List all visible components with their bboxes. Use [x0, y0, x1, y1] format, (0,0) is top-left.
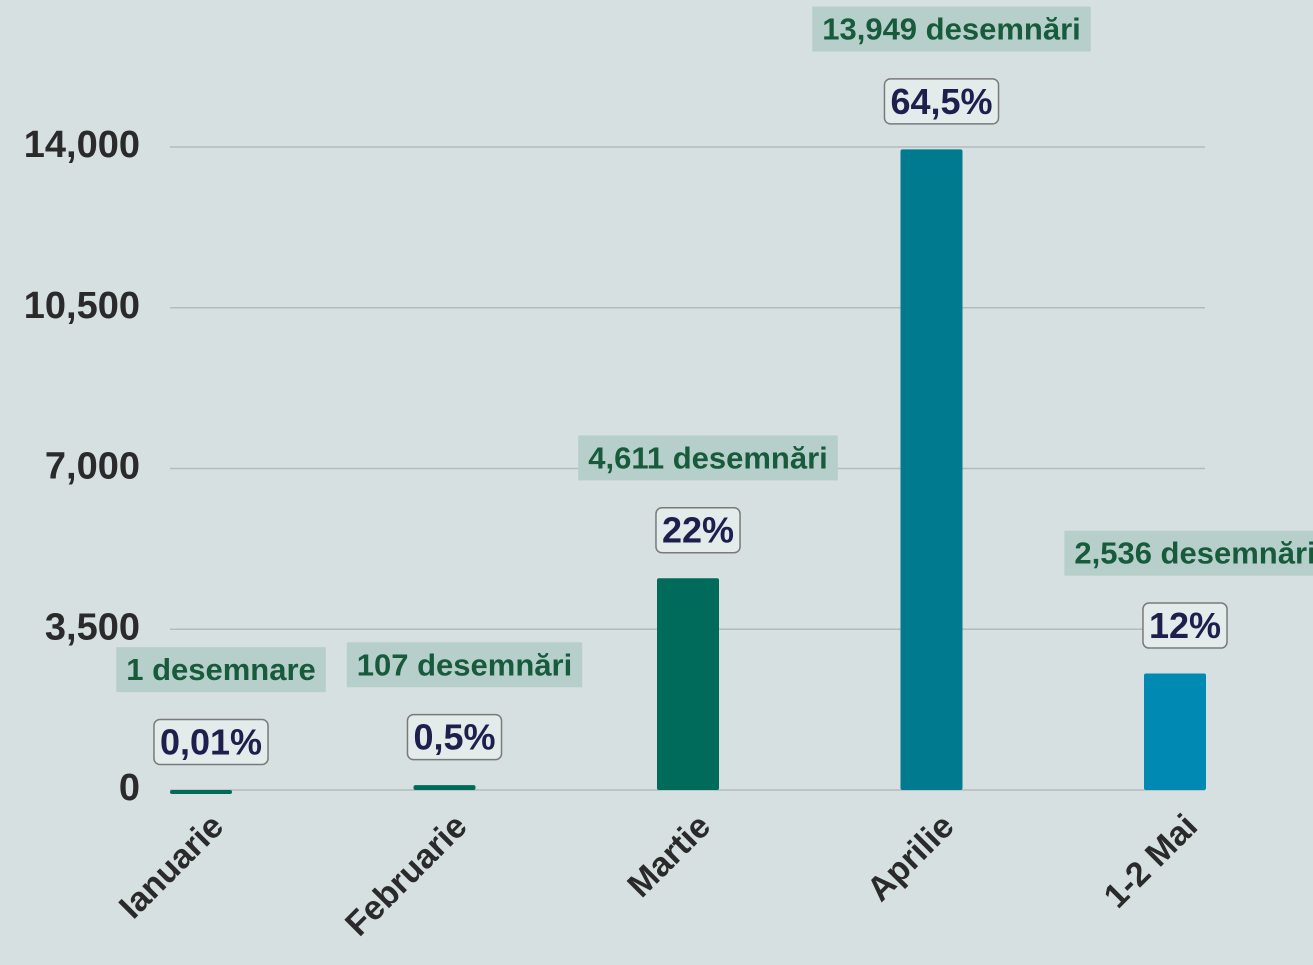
value-label-box [812, 6, 1091, 52]
share-label: 22% [662, 510, 734, 551]
x-tick-label: 1-2 Mai [1097, 807, 1205, 915]
x-tick-label: Martie [620, 807, 718, 905]
value-label: 1 desemnare [126, 652, 316, 687]
value-label: 2,536 desemnări [1074, 536, 1313, 571]
value-label-group: 13,949 desemnări [812, 6, 1091, 52]
y-tick-label: 7,000 [45, 446, 140, 488]
value-label: 13,949 desemnări [822, 12, 1081, 47]
x-tick-label: Aprilie [860, 807, 962, 909]
bar [413, 785, 476, 790]
value-label-group: 1 desemnare [116, 647, 326, 693]
share-label-group: 12% [1142, 602, 1228, 649]
share-label-group: 0,01% [153, 718, 269, 766]
value-label: 4,611 desemnări [588, 440, 828, 475]
value-label: 107 desemnări [357, 647, 572, 682]
bar [657, 578, 719, 790]
bar [900, 149, 963, 791]
y-tick-label: 3,500 [45, 606, 140, 648]
share-label-box [655, 506, 741, 554]
share-label-group: 64,5% [883, 78, 1000, 125]
share-label-box [153, 718, 269, 766]
y-tick-label: 10,500 [24, 285, 140, 327]
share-label-box [1142, 602, 1228, 649]
value-label-box [116, 647, 326, 693]
value-label-group: 107 desemnări [346, 642, 583, 688]
share-label-group: 0,5% [406, 713, 503, 761]
value-label-group: 4,611 desemnări [578, 435, 838, 481]
value-label-group: 2,536 desemnări [1064, 530, 1313, 576]
value-label-box [578, 435, 838, 481]
value-label-box [1064, 530, 1313, 576]
y-tick-label: 14,000 [24, 124, 140, 166]
value-label-box [346, 642, 583, 688]
share-label-box [883, 78, 1000, 125]
x-tick-label: Ianuarie [112, 807, 231, 926]
bar [170, 789, 232, 794]
x-tick-label: Februarie [338, 807, 474, 943]
share-label: 64,5% [890, 81, 992, 122]
share-label: 12% [1149, 605, 1221, 646]
share-label: 0,5% [413, 717, 495, 758]
share-label-group: 22% [655, 506, 741, 554]
bar [1144, 673, 1206, 790]
share-label: 0,01% [160, 721, 262, 762]
y-tick-label: 0 [119, 767, 140, 809]
share-label-box [406, 713, 503, 761]
